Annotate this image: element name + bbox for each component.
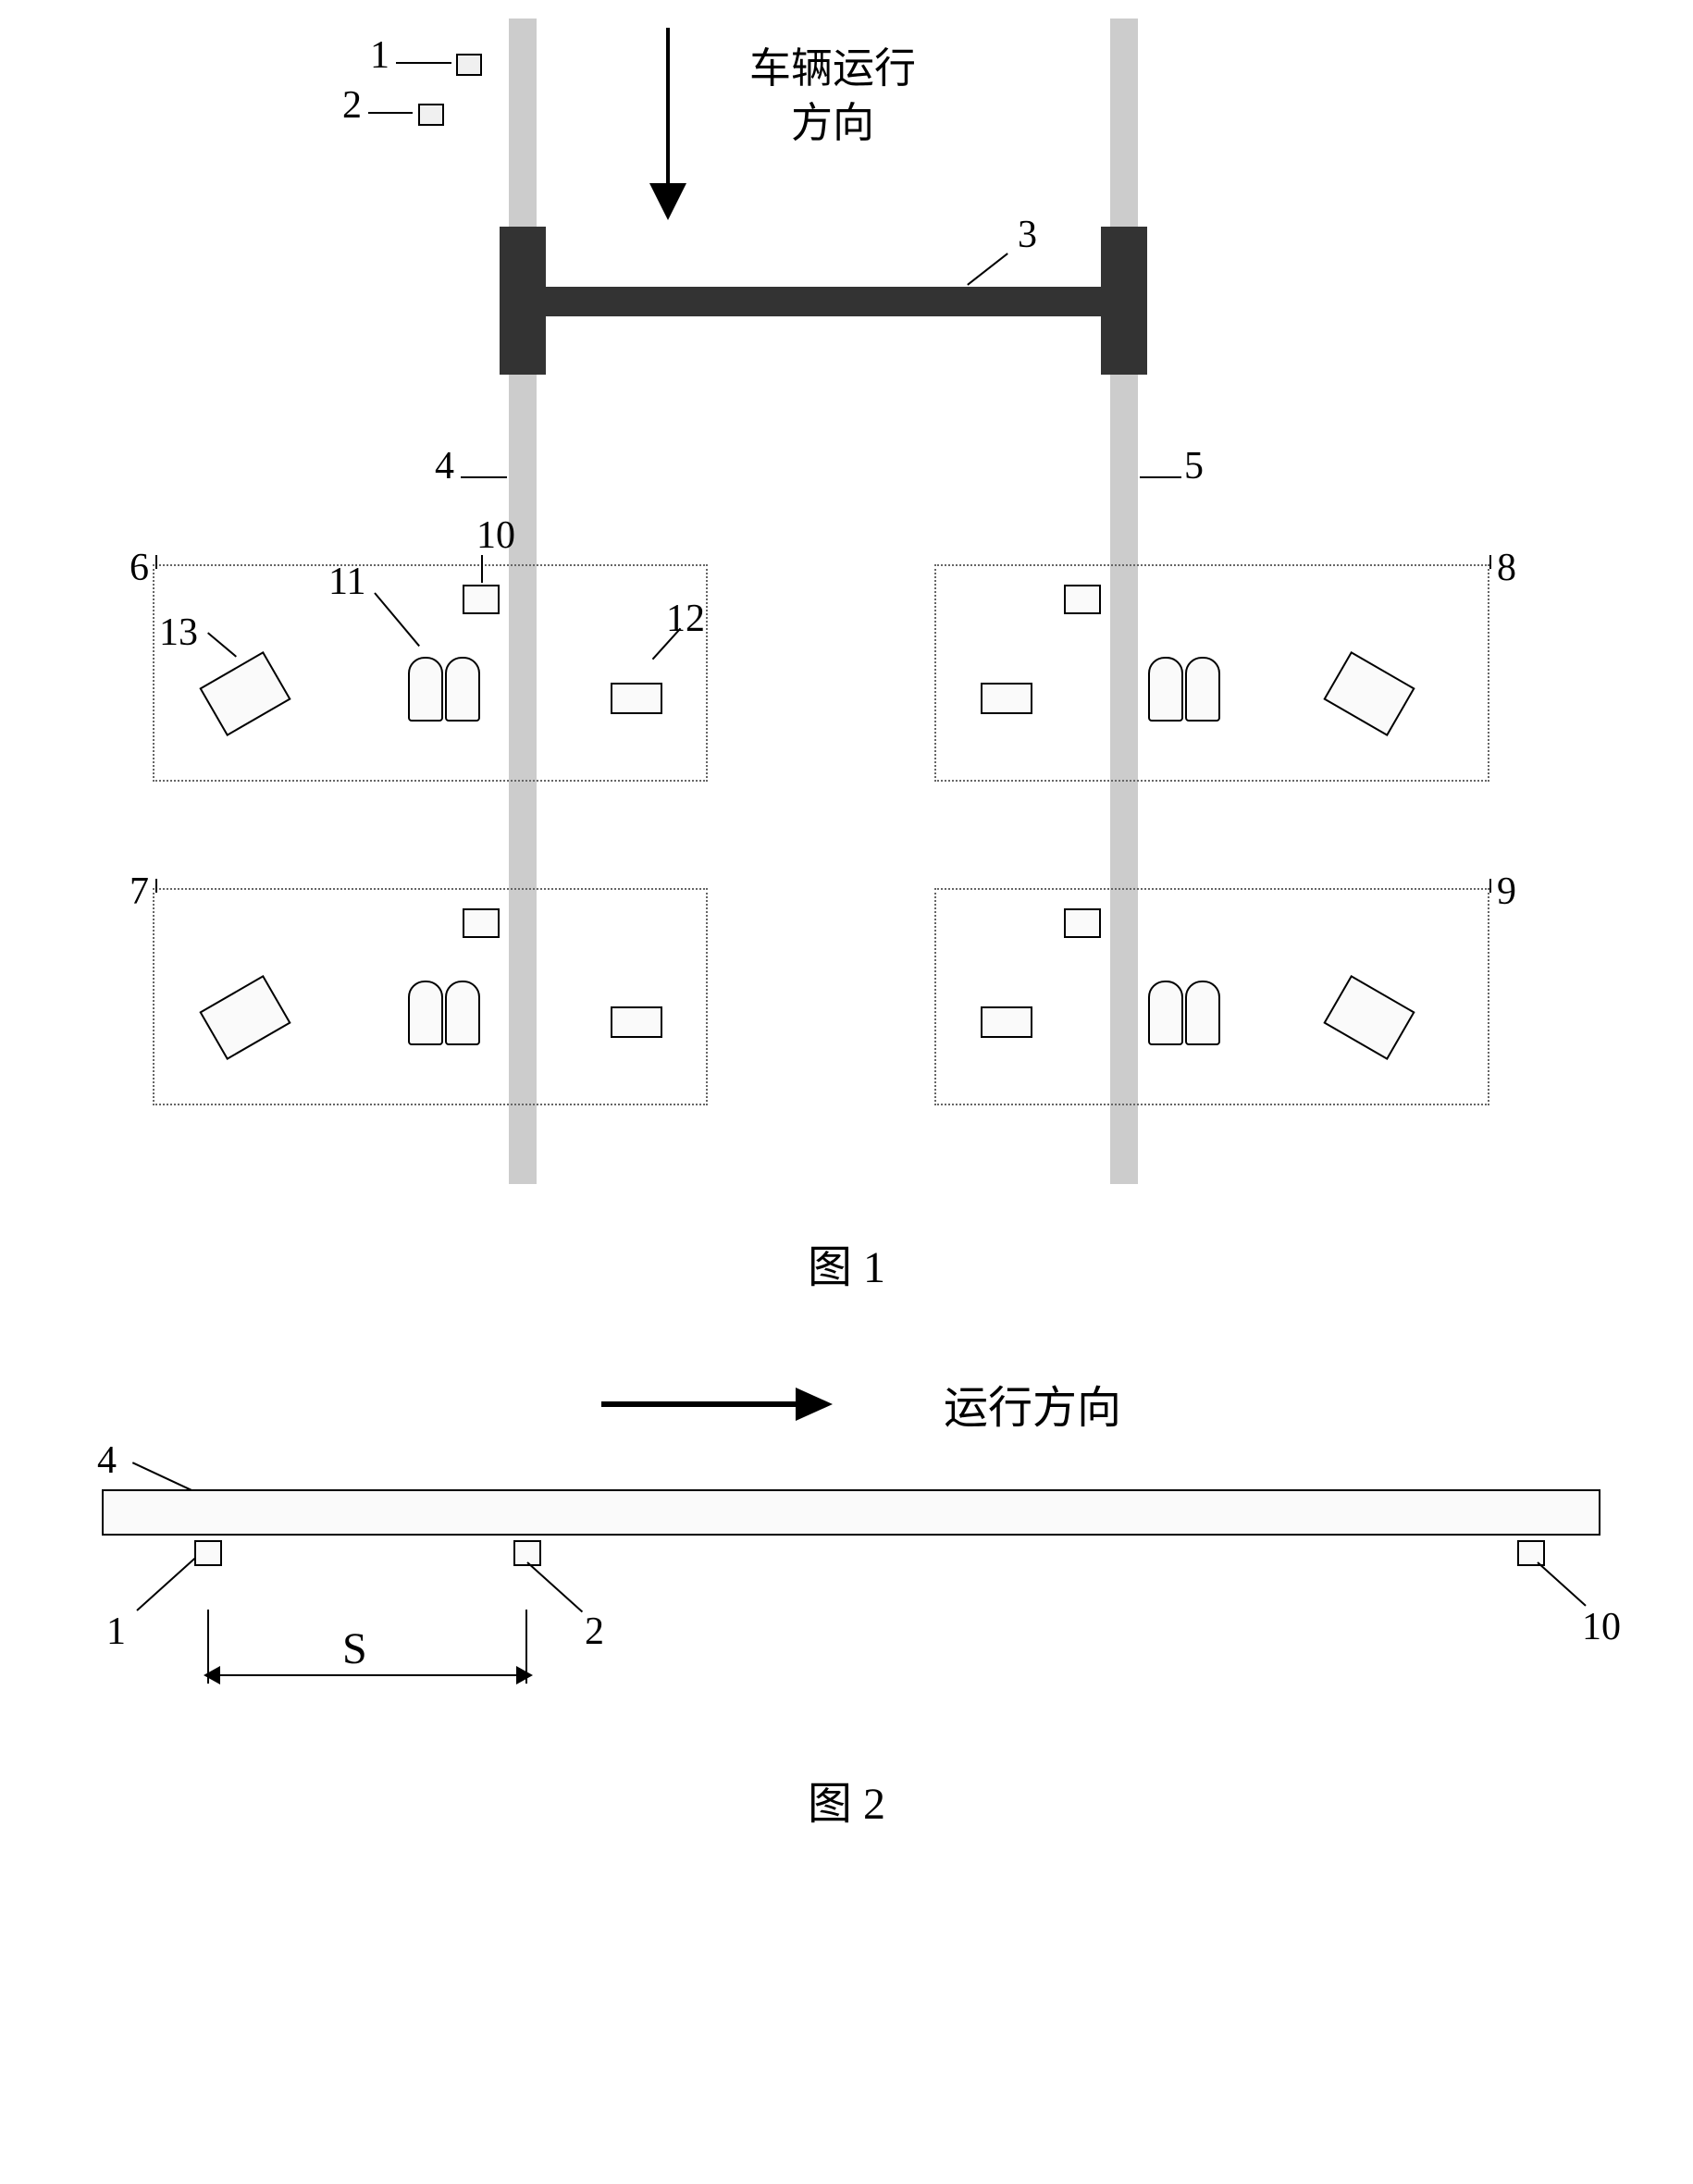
fig2-leader-10: [1537, 1561, 1586, 1606]
dim-arrow-left-icon: [204, 1666, 220, 1684]
sensor-9a: [1064, 908, 1101, 938]
leader-3: [967, 253, 1008, 285]
leader-8: [1489, 555, 1491, 569]
figure-2: 运行方向 4 1 2 10 S 图 2: [0, 1369, 1693, 2017]
leader-1: [396, 62, 451, 64]
dim-arrow-right-icon: [516, 1666, 533, 1684]
label-5: 5: [1184, 444, 1204, 488]
sensor-10: [463, 585, 500, 614]
label-3: 3: [1018, 213, 1037, 257]
label-10: 10: [476, 513, 515, 558]
sensor-1-box: [456, 54, 482, 76]
twin-cylinder-9: [1147, 981, 1221, 1050]
label-12: 12: [666, 597, 705, 641]
sensor-box-1: [194, 1540, 222, 1566]
label-2: 2: [342, 83, 362, 128]
figure-1: 车辆运行 方向 1 2 3 4 5 6 7: [0, 0, 1693, 1295]
diagram-container: 车辆运行 方向 1 2 3 4 5 6 7: [0, 0, 1693, 2017]
twin-cylinder-7: [407, 981, 481, 1050]
dim-line-s: [216, 1674, 520, 1676]
leader-9: [1489, 879, 1491, 893]
direction-label: 车辆运行 方向: [749, 42, 916, 150]
fig2-label-4: 4: [97, 1438, 117, 1483]
label-8: 8: [1497, 546, 1516, 590]
sensor-8a: [1064, 585, 1101, 614]
label-13: 13: [159, 611, 198, 655]
fig2-direction-label: 运行方向: [944, 1371, 1121, 1436]
direction-arrow-icon: [666, 28, 686, 220]
h-frame-cross: [537, 287, 1101, 316]
box-7b: [611, 1006, 662, 1038]
label-9: 9: [1497, 870, 1516, 914]
fig2-label-2: 2: [585, 1610, 604, 1654]
label-7: 7: [130, 870, 149, 914]
twin-cylinder-11: [407, 657, 481, 726]
fig2-label-1: 1: [106, 1610, 126, 1654]
sensor-2-box: [418, 104, 444, 126]
box-9b: [981, 1006, 1032, 1038]
leader-10: [481, 555, 483, 583]
label-1: 1: [370, 33, 389, 78]
fig2-leader-1: [136, 1557, 196, 1610]
arrow-right-icon: [601, 1388, 833, 1421]
fig2-leader-4: [132, 1462, 192, 1490]
fig2-caption: 图 2: [808, 1767, 885, 1832]
box-12: [611, 683, 662, 714]
sensor-7a: [463, 908, 500, 938]
direction-text-2: 方向: [791, 100, 874, 146]
fig1-caption: 图 1: [808, 1230, 885, 1295]
twin-cylinder-8: [1147, 657, 1221, 726]
label-11: 11: [328, 560, 365, 604]
sensor-box-10: [1517, 1540, 1545, 1566]
label-6: 6: [130, 546, 149, 590]
label-4: 4: [435, 444, 454, 488]
leader-7: [155, 879, 157, 893]
direction-text-1: 车辆运行: [749, 45, 916, 92]
label-S: S: [342, 1623, 367, 1674]
leader-2: [368, 112, 413, 114]
track-4: [102, 1489, 1600, 1536]
leader-5: [1140, 476, 1181, 478]
leader-6: [155, 555, 157, 569]
fig2-leader-2: [526, 1561, 583, 1612]
fig2-label-10: 10: [1582, 1605, 1621, 1649]
box-8b: [981, 683, 1032, 714]
h-frame-right: [1101, 227, 1147, 375]
leader-4: [461, 476, 507, 478]
